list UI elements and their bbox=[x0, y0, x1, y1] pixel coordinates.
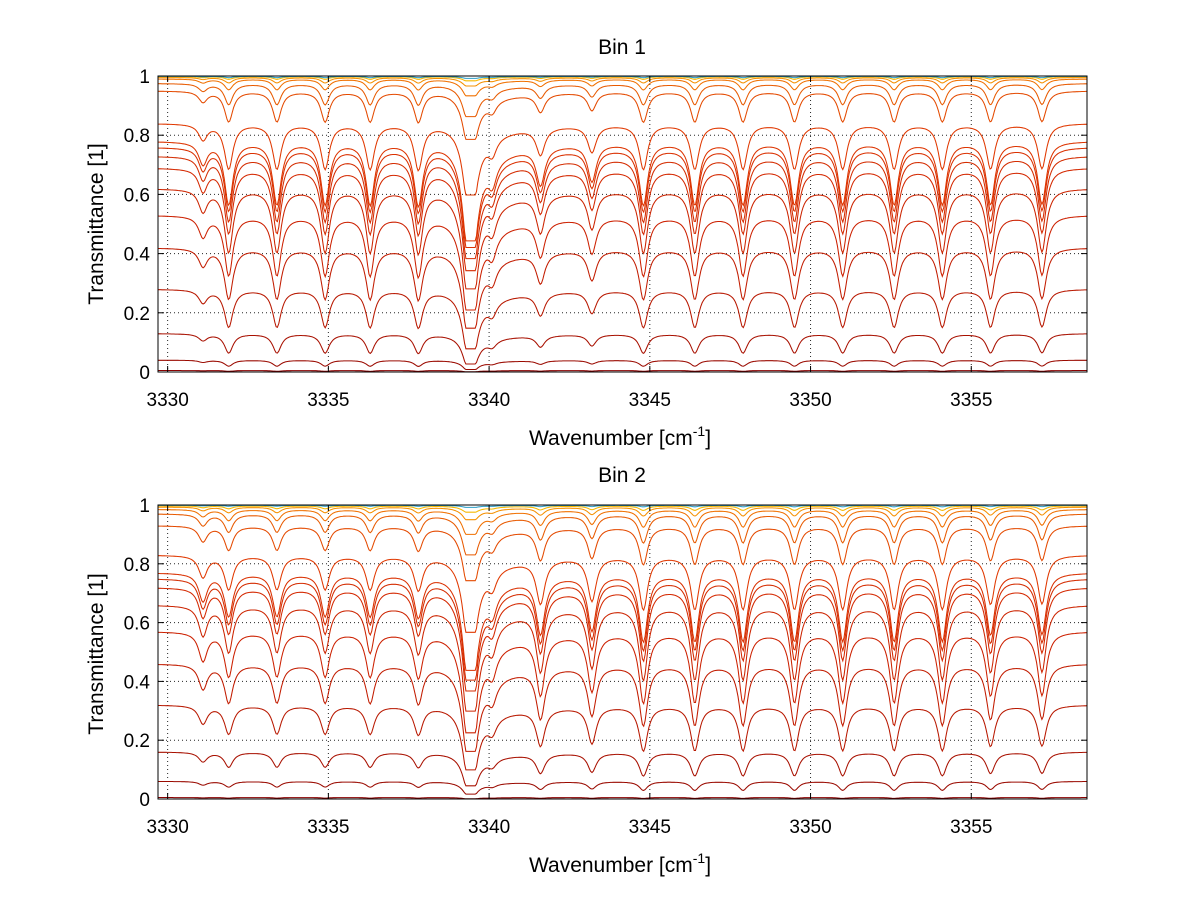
series-line-layer-13 bbox=[158, 513, 1088, 556]
y-tick-label: 0.6 bbox=[124, 185, 150, 206]
series-line-layer-1 bbox=[158, 369, 1087, 373]
series-line-layer-6 bbox=[157, 215, 1087, 311]
series-line-layer-8 bbox=[157, 587, 1088, 692]
chart-title: Bin 2 bbox=[598, 464, 646, 487]
axes-box bbox=[157, 504, 1088, 800]
x-tick-label: 3335 bbox=[307, 817, 349, 838]
x-tick-label: 3355 bbox=[950, 390, 992, 411]
y-tick-label: 0.4 bbox=[124, 245, 151, 266]
tick-labels: 3330 3335 3340 3345 3350 3355 0 0.2 0.4 0.6 0.8 1 bbox=[124, 67, 1087, 411]
series-line-layer-2 bbox=[158, 780, 1087, 795]
x-axis-label: Wavenumber [cm-1] bbox=[529, 850, 711, 877]
y-tick-label: 1 bbox=[139, 496, 150, 517]
series-line-layer-13 bbox=[158, 90, 1087, 140]
series-line-layer-16 bbox=[158, 505, 1087, 513]
series-line-layer-3 bbox=[158, 333, 1087, 365]
y-tick-label: 0.2 bbox=[124, 304, 150, 325]
x-axis-label-text: Wavenumber [cm bbox=[529, 854, 693, 877]
x-tick-label: 3355 bbox=[950, 817, 992, 838]
series-line-layer-3 bbox=[158, 751, 1087, 787]
y-tick-label: 0.8 bbox=[124, 126, 150, 147]
x-tick-label: 3335 bbox=[307, 390, 349, 411]
chart-panel-bin1: Bin 1 3330 3335 3340 3345 3350 3355 0 0.2 0.4 0.6… bbox=[85, 36, 1088, 450]
series-line-layer-6 bbox=[157, 631, 1087, 734]
y-tick-label: 0.2 bbox=[124, 731, 150, 752]
x-tick-label: 3350 bbox=[789, 817, 831, 838]
series-line-layer-11 bbox=[158, 555, 1088, 633]
tick-labels: 3330 3335 3340 3345 3350 3355 0 0.2 0.4 0.6 0.8 1 bbox=[124, 496, 1087, 838]
x-tick-label: 3340 bbox=[468, 390, 510, 411]
axes-box bbox=[157, 75, 1088, 373]
x-axis-label: Wavenumber [cm-1] bbox=[529, 423, 711, 450]
x-tick-label: 3345 bbox=[629, 390, 671, 411]
series-line-layer-7 bbox=[158, 188, 1088, 290]
series-line-layer-12 bbox=[158, 525, 1087, 582]
series-line-layer-15 bbox=[158, 78, 1087, 97]
x-tick-label: 3350 bbox=[789, 390, 831, 411]
chart-panel-bin2: Bin 2 3330 3335 3340 3345 3350 3355 0 0.2 0.4 0.6… bbox=[85, 464, 1088, 877]
series-line-layer-14 bbox=[158, 509, 1087, 535]
x-axis-label-end: ] bbox=[705, 854, 711, 877]
series-line-layer-5 bbox=[158, 247, 1087, 329]
x-tick-label: 3330 bbox=[147, 390, 189, 411]
series-line-layer-10 bbox=[158, 572, 1088, 671]
series-line-layer-4 bbox=[158, 704, 1088, 771]
series-line-layer-1 bbox=[158, 796, 1087, 800]
series-line-layer-7 bbox=[158, 605, 1087, 712]
series-line-layer-9 bbox=[157, 156, 1087, 260]
x-axis-label-superscript: -1 bbox=[693, 423, 706, 439]
y-axis-label: Transmittance [1] bbox=[85, 143, 108, 304]
x-axis-label-superscript: -1 bbox=[693, 850, 706, 866]
series-line-layer-4 bbox=[158, 289, 1087, 350]
chart-title: Bin 1 bbox=[598, 36, 646, 59]
series-group bbox=[157, 75, 1088, 373]
series-line-layer-16 bbox=[158, 77, 1087, 87]
series-line-layer-8 bbox=[158, 168, 1088, 272]
series-line-layer-14 bbox=[158, 83, 1087, 118]
series-line-layer-15 bbox=[158, 506, 1087, 521]
series-line-layer-9 bbox=[158, 578, 1087, 681]
series-line-layer-2 bbox=[158, 359, 1087, 371]
x-axis-label-text: Wavenumber [cm bbox=[529, 427, 693, 450]
x-tick-label: 3330 bbox=[147, 817, 189, 838]
x-tick-label: 3340 bbox=[468, 817, 510, 838]
series-line-layer-10 bbox=[157, 147, 1087, 249]
y-tick-label: 0 bbox=[139, 363, 150, 384]
y-tick-label: 0.8 bbox=[124, 555, 150, 576]
x-tick-label: 3345 bbox=[629, 817, 671, 838]
y-tick-label: 1 bbox=[139, 67, 150, 88]
y-axis-label: Transmittance [1] bbox=[85, 573, 108, 734]
x-axis-label-end: ] bbox=[705, 427, 711, 450]
series-line-layer-11 bbox=[158, 141, 1088, 242]
series-line-layer-12 bbox=[158, 123, 1088, 196]
y-tick-label: 0.6 bbox=[124, 614, 150, 635]
y-tick-label: 0.4 bbox=[124, 672, 151, 693]
y-tick-label: 0 bbox=[139, 790, 150, 811]
series-line-layer-5 bbox=[157, 663, 1087, 752]
